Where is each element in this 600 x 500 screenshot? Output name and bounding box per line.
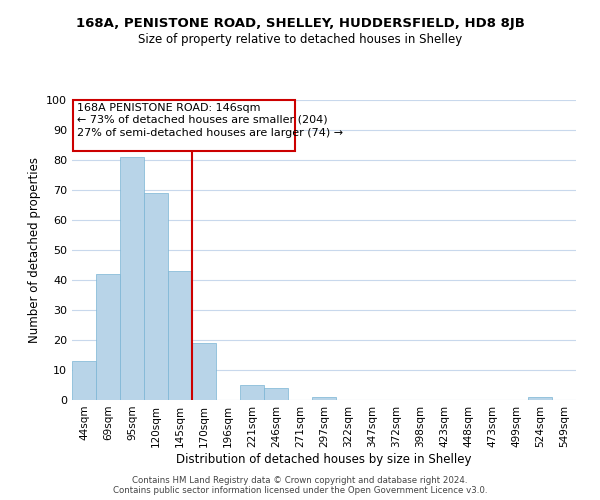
Bar [528, 397, 552, 400]
FancyBboxPatch shape [73, 100, 295, 151]
Text: 168A PENISTONE ROAD: 146sqm: 168A PENISTONE ROAD: 146sqm [77, 103, 260, 113]
Text: ← 73% of detached houses are smaller (204): ← 73% of detached houses are smaller (20… [77, 115, 328, 125]
Bar [192, 343, 216, 400]
Text: Contains public sector information licensed under the Open Government Licence v3: Contains public sector information licen… [113, 486, 487, 495]
Text: Size of property relative to detached houses in Shelley: Size of property relative to detached ho… [138, 32, 462, 46]
Bar [144, 193, 168, 400]
Text: Contains HM Land Registry data © Crown copyright and database right 2024.: Contains HM Land Registry data © Crown c… [132, 476, 468, 485]
Bar [168, 271, 192, 400]
Bar [72, 361, 96, 400]
Bar [120, 157, 144, 400]
Bar [312, 397, 336, 400]
Bar [264, 388, 288, 400]
Text: 27% of semi-detached houses are larger (74) →: 27% of semi-detached houses are larger (… [77, 128, 343, 138]
X-axis label: Distribution of detached houses by size in Shelley: Distribution of detached houses by size … [176, 452, 472, 466]
Bar [96, 274, 120, 400]
Text: 168A, PENISTONE ROAD, SHELLEY, HUDDERSFIELD, HD8 8JB: 168A, PENISTONE ROAD, SHELLEY, HUDDERSFI… [76, 18, 524, 30]
Bar [240, 385, 264, 400]
Y-axis label: Number of detached properties: Number of detached properties [28, 157, 41, 343]
